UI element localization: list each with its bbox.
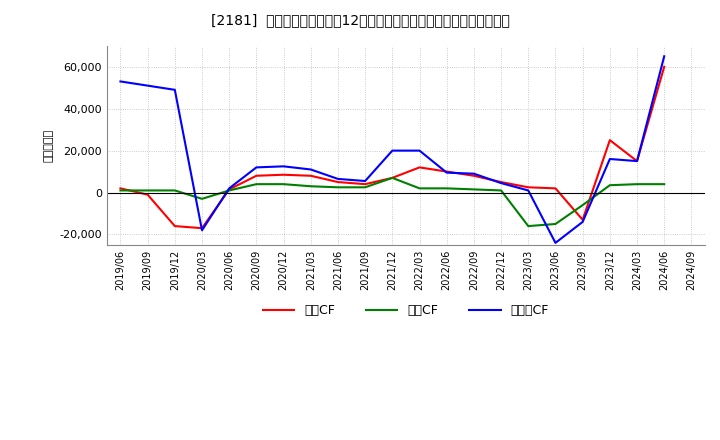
営業CF: [578, 217, 587, 223]
投資CF: [388, 175, 397, 180]
フリーCF: [660, 54, 669, 59]
投資CF: [116, 188, 125, 193]
フリーCF: [361, 178, 369, 183]
フリーCF: [307, 167, 315, 172]
営業CF: [388, 175, 397, 180]
営業CF: [116, 186, 125, 191]
営業CF: [171, 224, 179, 229]
フリーCF: [388, 148, 397, 153]
投資CF: [198, 196, 207, 202]
投資CF: [307, 183, 315, 189]
営業CF: [415, 165, 424, 170]
営業CF: [333, 180, 342, 185]
営業CF: [252, 173, 261, 178]
営業CF: [497, 180, 505, 185]
投資CF: [361, 185, 369, 190]
フリーCF: [116, 79, 125, 84]
営業CF: [143, 192, 152, 197]
投資CF: [225, 188, 233, 193]
投資CF: [578, 202, 587, 208]
フリーCF: [225, 186, 233, 191]
営業CF: [442, 169, 451, 174]
フリーCF: [469, 171, 478, 176]
営業CF: [198, 226, 207, 231]
営業CF: [225, 187, 233, 192]
投資CF: [333, 185, 342, 190]
営業CF: [551, 186, 559, 191]
投資CF: [252, 182, 261, 187]
営業CF: [469, 173, 478, 178]
Text: [2181]  キャッシュフローの12か月移動合計の対前年同期増減額の推移: [2181] キャッシュフローの12か月移動合計の対前年同期増減額の推移: [210, 13, 510, 27]
営業CF: [606, 137, 614, 143]
Legend: 営業CF, 投資CF, フリーCF: 営業CF, 投資CF, フリーCF: [258, 299, 554, 323]
投資CF: [633, 182, 642, 187]
フリーCF: [524, 188, 533, 193]
フリーCF: [606, 156, 614, 161]
営業CF: [633, 158, 642, 164]
フリーCF: [143, 83, 152, 88]
フリーCF: [198, 227, 207, 233]
営業CF: [307, 173, 315, 178]
フリーCF: [497, 180, 505, 186]
フリーCF: [442, 170, 451, 175]
営業CF: [361, 182, 369, 187]
投資CF: [551, 221, 559, 227]
投資CF: [606, 183, 614, 188]
投資CF: [660, 182, 669, 187]
営業CF: [660, 64, 669, 70]
Line: フリーCF: フリーCF: [120, 56, 665, 243]
投資CF: [497, 188, 505, 193]
フリーCF: [279, 164, 288, 169]
投資CF: [415, 186, 424, 191]
フリーCF: [551, 240, 559, 246]
フリーCF: [333, 176, 342, 182]
投資CF: [279, 182, 288, 187]
Y-axis label: （百万円）: （百万円）: [44, 129, 54, 162]
フリーCF: [415, 148, 424, 153]
フリーCF: [171, 87, 179, 92]
営業CF: [279, 172, 288, 177]
投資CF: [143, 188, 152, 193]
投資CF: [524, 224, 533, 229]
営業CF: [524, 185, 533, 190]
投資CF: [171, 188, 179, 193]
Line: 投資CF: 投資CF: [120, 178, 665, 226]
フリーCF: [578, 219, 587, 224]
投資CF: [442, 186, 451, 191]
フリーCF: [633, 158, 642, 164]
投資CF: [469, 187, 478, 192]
Line: 営業CF: 営業CF: [120, 67, 665, 228]
フリーCF: [252, 165, 261, 170]
